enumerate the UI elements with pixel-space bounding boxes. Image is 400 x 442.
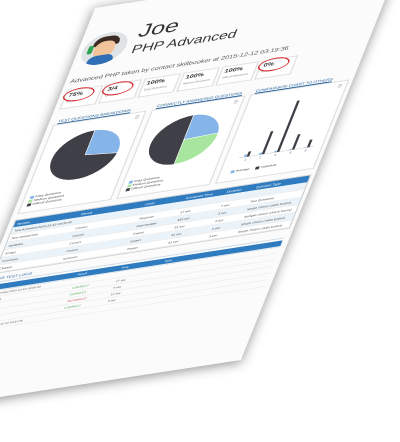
tick-label: 4: [289, 151, 292, 155]
stat-difficult: 100% Difficult Questions: [215, 61, 260, 86]
stat-score: 75% Score: [59, 85, 104, 110]
bar[interactable]: [288, 148, 292, 151]
stat-percentile: 0% Percentile: [254, 55, 299, 80]
bar-marks: 1 2 3 4 5: [238, 100, 315, 162]
pie-slice[interactable]: [84, 125, 129, 158]
stat-medium: 100% Medium Questions: [176, 67, 221, 92]
panel-breakdown: TEST QUESTIONS BREAKDOWN ☰ Easy Question…: [17, 108, 147, 215]
bar[interactable]: [243, 154, 248, 158]
bar[interactable]: [291, 133, 301, 150]
stat-questions: 3/4 Questions: [98, 79, 143, 104]
tick-label: 1: [243, 158, 246, 162]
bar[interactable]: [276, 100, 300, 153]
pie-breakdown: [41, 125, 129, 185]
report-sheet: Joe PHP Advanced Advanced PHP taken by c…: [0, 15, 350, 333]
pie-slice[interactable]: [41, 125, 128, 185]
bar[interactable]: [306, 139, 313, 148]
avatar-shirt: [84, 53, 115, 67]
tick-label: 2: [259, 156, 262, 160]
pie-correct: [140, 110, 228, 170]
tick-label: 3: [274, 153, 277, 157]
pie-slices: [41, 125, 129, 185]
panel-correct: CORRECTLY ANSWERED QUESTIONS ☰ Easy Ques…: [116, 91, 246, 200]
bar[interactable]: [273, 150, 278, 153]
bar-comparison: 1 2 3 4 5: [238, 100, 315, 162]
pie-slice[interactable]: [173, 132, 219, 165]
bar[interactable]: [261, 130, 274, 155]
pie-slice[interactable]: [140, 114, 195, 170]
avatar: [75, 28, 133, 68]
bar[interactable]: [246, 151, 252, 157]
tick-label: 5: [304, 149, 307, 153]
legend-label: Individual: [260, 162, 278, 169]
pie-slices: [140, 110, 228, 170]
stat-easy: 100% Easy Questions: [137, 73, 182, 98]
legend-label: Average: [235, 166, 251, 173]
bar[interactable]: [304, 146, 307, 148]
bar[interactable]: [258, 152, 263, 155]
pie-slice[interactable]: [183, 110, 228, 140]
